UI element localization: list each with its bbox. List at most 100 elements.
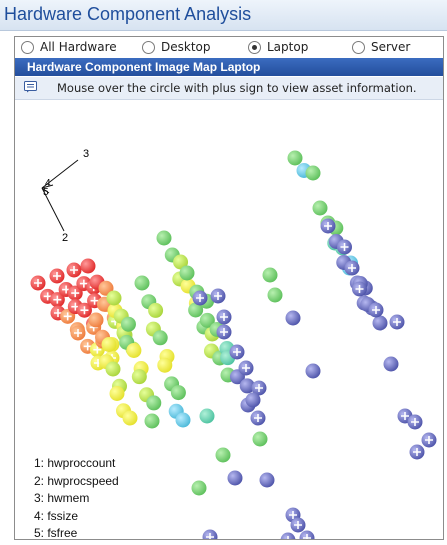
info-text: Mouse over the circle with plus sign to … [57, 81, 417, 95]
asset-marker[interactable] [238, 360, 254, 376]
legend-item: 3: hwmem [34, 491, 90, 505]
radio-all-hardware-label: All Hardware [40, 40, 117, 54]
asset-marker[interactable] [352, 281, 367, 297]
asset-marker[interactable] [251, 380, 267, 396]
data-point [106, 290, 122, 306]
asset-marker[interactable] [389, 314, 405, 330]
data-point [188, 302, 204, 318]
analysis-panel: All Hardware Desktop Laptop Server Hardw… [14, 36, 444, 545]
asset-marker[interactable] [49, 292, 65, 308]
data-point [120, 316, 136, 332]
axis-2-line [41, 187, 65, 232]
data-point [262, 267, 278, 283]
data-point [383, 356, 399, 372]
data-point [227, 470, 243, 486]
asset-marker[interactable] [70, 325, 86, 341]
asset-marker[interactable] [280, 532, 296, 545]
asset-marker[interactable] [229, 344, 245, 360]
data-point [239, 378, 255, 394]
asset-marker[interactable] [421, 432, 437, 448]
radio-all-hardware-indicator[interactable] [21, 40, 34, 54]
asset-marker[interactable] [49, 268, 65, 284]
asset-marker[interactable] [216, 309, 232, 325]
data-point [101, 337, 117, 352]
data-point [122, 410, 138, 426]
section-title: Hardware Component Image Map Laptop [27, 60, 261, 74]
title-bar: Hardware Component Analysis [0, 0, 447, 31]
message-icon [24, 81, 37, 93]
data-point [267, 287, 283, 303]
legend-item: 1: hwproccount [34, 456, 116, 470]
radio-server-label: Server [371, 40, 411, 54]
axis-label-3: 3 [83, 148, 89, 160]
data-point [144, 413, 160, 429]
asset-marker[interactable] [76, 302, 92, 318]
asset-marker[interactable] [67, 285, 83, 301]
asset-marker[interactable] [299, 530, 315, 545]
data-point [305, 165, 321, 181]
data-point [372, 315, 388, 331]
radio-laptop-label: Laptop [267, 40, 309, 54]
axis-5-line [41, 187, 50, 194]
radio-laptop[interactable]: Laptop [248, 39, 308, 55]
data-point [105, 361, 121, 377]
data-point [305, 363, 321, 379]
data-point [215, 447, 231, 463]
data-point [148, 302, 164, 318]
asset-marker[interactable] [409, 444, 425, 460]
axis-4-line [41, 184, 54, 189]
radio-desktop-indicator[interactable] [142, 40, 155, 54]
data-point [179, 265, 195, 281]
legend-item: 4: fssize [34, 508, 79, 523]
asset-marker[interactable] [202, 529, 218, 545]
data-point [312, 200, 328, 216]
asset-marker[interactable] [30, 275, 46, 291]
dimension-legend: 1: hwproccount 2: hwprocspeed 3: hwmem 4… [34, 455, 119, 543]
axis-glyph: 3 4 5 2 [41, 148, 89, 244]
data-point [109, 386, 125, 401]
data-point [156, 230, 172, 246]
data-point [191, 480, 207, 496]
data-point [175, 412, 191, 428]
radio-desktop[interactable]: Desktop [142, 39, 211, 55]
radio-server[interactable]: Server [352, 39, 410, 55]
data-point [131, 369, 147, 385]
data-point [134, 275, 150, 291]
asset-marker[interactable] [192, 290, 208, 306]
data-point [287, 150, 303, 166]
data-point [245, 392, 261, 408]
data-point [199, 408, 215, 424]
asset-marker[interactable] [66, 262, 82, 278]
axis-label-5: 5 [43, 187, 49, 198]
page-title: Hardware Component Analysis [4, 4, 252, 24]
image-map-plot: 3 4 5 2 1: hwproccount 2: hwprocspeed 3:… [15, 100, 443, 545]
data-point [170, 385, 186, 401]
data-point [173, 254, 189, 270]
asset-marker[interactable] [210, 288, 226, 304]
asset-marker[interactable] [250, 410, 266, 426]
asset-marker[interactable] [320, 218, 336, 234]
data-point [199, 312, 215, 328]
asset-marker[interactable] [368, 302, 384, 318]
info-bar: Mouse over the circle with plus sign to … [15, 77, 443, 100]
asset-marker[interactable] [216, 324, 232, 340]
asset-marker[interactable] [407, 414, 423, 430]
parallel-scatter-map: 3 4 5 2 [30, 148, 437, 545]
data-point [157, 357, 173, 373]
axis-3-line [41, 159, 79, 189]
data-point [146, 395, 162, 411]
asset-marker[interactable] [344, 260, 360, 276]
data-point [285, 310, 301, 326]
radio-all-hardware[interactable]: All Hardware [21, 39, 117, 55]
data-point [252, 431, 268, 447]
asset-marker[interactable] [337, 239, 352, 255]
axis-label-4: 4 [45, 178, 51, 189]
data-point [80, 258, 96, 274]
radio-laptop-indicator[interactable] [248, 40, 261, 54]
radio-desktop-label: Desktop [161, 40, 211, 54]
radio-server-indicator[interactable] [352, 40, 365, 54]
data-point [126, 342, 142, 358]
asset-marker[interactable] [290, 517, 306, 533]
legend-item: 2: hwprocspeed [34, 473, 119, 488]
